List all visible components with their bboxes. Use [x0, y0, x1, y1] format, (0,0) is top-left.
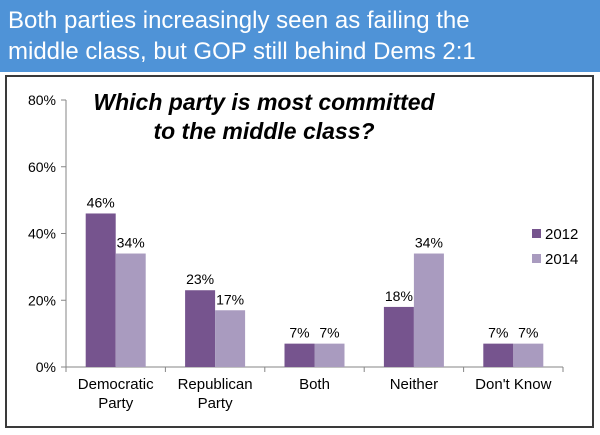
x-tick-label: Don't Know — [475, 376, 551, 393]
bar-2014-4 — [513, 343, 544, 367]
data-label-2012-4: 7% — [488, 325, 508, 341]
headline-line-2: middle class, but GOP still behind Dems … — [8, 38, 476, 65]
data-label-2014-4: 7% — [518, 325, 538, 341]
chart-title-line-1: Which party is most committed — [93, 89, 435, 115]
bar-2012-4 — [483, 343, 514, 367]
y-tick-label: 40% — [28, 226, 56, 242]
data-label-2014-1: 17% — [216, 291, 244, 307]
y-tick-label: 0% — [36, 359, 56, 375]
x-tick-label: Democratic — [78, 376, 154, 393]
y-tick-label: 20% — [28, 292, 56, 308]
x-tick-label: Neither — [390, 376, 438, 393]
data-label-2014-0: 34% — [117, 235, 145, 251]
data-label-2012-2: 7% — [289, 325, 309, 341]
bar-2012-1 — [185, 290, 216, 367]
x-tick-label: Party — [98, 395, 134, 412]
x-tick-label: Both — [299, 376, 330, 393]
bar-2014-3 — [413, 253, 444, 367]
x-tick-label: Party — [198, 395, 234, 412]
legend-label-2014: 2014 — [545, 251, 578, 268]
data-label-2014-2: 7% — [319, 325, 339, 341]
bar-2014-2 — [314, 343, 345, 367]
legend-swatch-2014 — [532, 254, 541, 263]
bar-2012-3 — [383, 306, 414, 367]
data-label-2012-0: 46% — [87, 194, 115, 210]
data-label-2014-3: 34% — [415, 235, 443, 251]
data-label-2012-1: 23% — [186, 271, 214, 287]
bar-2012-0 — [85, 213, 116, 367]
x-tick-label: Republican — [178, 376, 253, 393]
data-label-2012-3: 18% — [385, 288, 413, 304]
headline-line-1: Both parties increasingly seen as failin… — [8, 7, 470, 34]
y-tick-label: 60% — [28, 159, 56, 175]
bar-2014-0 — [115, 253, 146, 367]
headline-banner: Both parties increasingly seen as failin… — [0, 0, 600, 72]
bar-2012-2 — [284, 343, 315, 367]
legend-swatch-2012 — [532, 229, 541, 238]
chart-title-line-2: to the middle class? — [153, 118, 374, 144]
y-tick-label: 80% — [28, 92, 56, 108]
legend-label-2012: 2012 — [545, 226, 578, 243]
bar-2014-1 — [215, 310, 246, 367]
